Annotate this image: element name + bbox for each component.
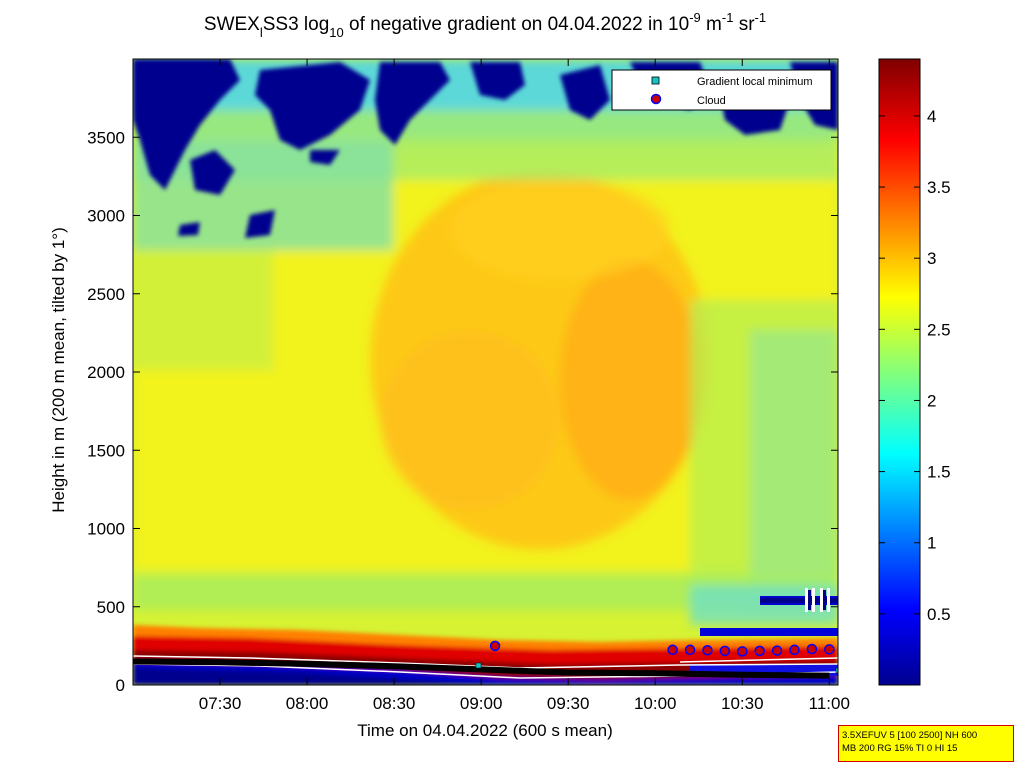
x-tick-label: 10:30	[721, 694, 764, 713]
y-tick-label: 0	[116, 676, 125, 695]
legend-cloud-marker	[650, 93, 662, 105]
colorbar-tick-label: 3	[927, 249, 936, 268]
legend: Gradient local minimum Cloud	[611, 69, 832, 111]
colorbar-tick-label: 3.5	[927, 178, 951, 197]
y-tick-label: 500	[97, 598, 125, 617]
cloud-marker	[702, 645, 713, 656]
cloud-marker	[719, 645, 731, 657]
heatmap-field	[133, 59, 838, 685]
cloud-marker	[789, 644, 800, 656]
y-tick-label: 1500	[87, 441, 125, 460]
colorbar-tick-label: 0.5	[927, 605, 951, 624]
info-line-1: 3.5XEFUV 5 [100 2500] NH 600	[842, 730, 978, 741]
cloud-marker	[754, 645, 765, 657]
y-tick-label: 1000	[87, 520, 125, 539]
info-line-2: MB 200 RG 15% TI 0 HI 15	[842, 743, 958, 754]
cloud-marker	[771, 645, 783, 656]
legend-gradient-minimum-marker	[651, 76, 660, 85]
colorbar-tick-label: 1	[927, 534, 936, 553]
y-tick-label: 3500	[87, 128, 125, 147]
y-tick-label: 3000	[87, 207, 125, 226]
colorbar-tick-label: 2.5	[927, 320, 951, 339]
chart-title: SWEXlSS3 log10 of negative gradient on 0…	[204, 10, 766, 40]
cloud-marker	[667, 644, 678, 656]
x-axis: 07:30 08:00 08:30 09:00 09:30 10:00 10:30 11:00	[199, 59, 850, 713]
cloud-marker	[806, 643, 818, 655]
cloud-marker	[684, 644, 696, 656]
x-tick-label: 07:30	[199, 694, 242, 713]
colorbar	[878, 58, 921, 686]
x-tick-label: 09:00	[460, 694, 503, 713]
legend-entry-cloud: Cloud	[697, 95, 726, 107]
x-tick-label: 08:30	[373, 694, 416, 713]
colorbar-tick-label: 4	[927, 107, 936, 126]
cloud-marker	[489, 640, 501, 652]
y-axis-label: Height in m (200 m mean, tilted by 1°)	[49, 227, 68, 513]
colorbar-axis: 0.5 1 1.5 2 2.5 3 3.5 4	[879, 107, 951, 624]
cloud-marker	[824, 644, 835, 655]
x-tick-label: 08:00	[286, 694, 329, 713]
gradient-minimum-line	[133, 658, 830, 679]
legend-entry-gradient-minimum: Gradient local minimum	[697, 76, 813, 88]
colorbar-tick-label: 1.5	[927, 463, 951, 482]
colorbar-tick-label: 2	[927, 391, 936, 410]
x-tick-label: 09:30	[547, 694, 590, 713]
processing-info-box: 3.5XEFUV 5 [100 2500] NH 600 MB 200 RG 1…	[838, 725, 1014, 762]
y-axis: 0 500 1000 1500 2000 2500 3000 3500	[87, 128, 838, 695]
x-axis-label: Time on 04.04.2022 (600 s mean)	[357, 721, 612, 740]
x-tick-label: 10:00	[634, 694, 677, 713]
cloud-marker	[737, 646, 748, 657]
x-tick-label: 11:00	[809, 694, 850, 713]
y-tick-label: 2000	[87, 363, 125, 382]
y-tick-label: 2500	[87, 285, 125, 304]
